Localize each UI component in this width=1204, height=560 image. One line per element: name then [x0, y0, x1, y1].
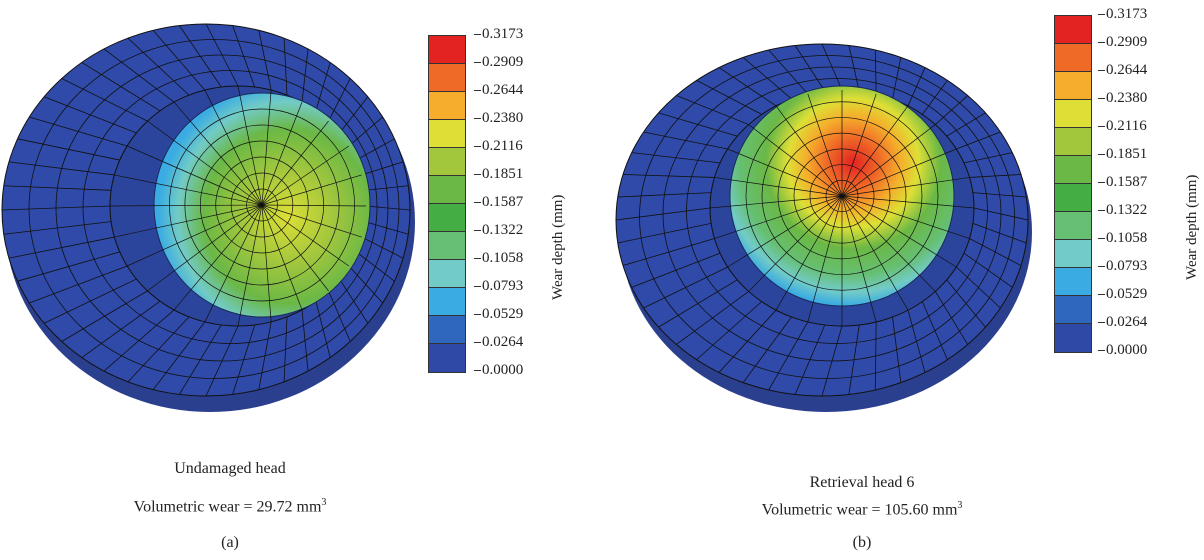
colorbar-segment — [429, 120, 465, 148]
colorbar-segment — [1055, 44, 1091, 72]
panel-a: 0.3173 0.2909 0.2644 0.2380 0.2116 0.1851 0.15… — [0, 23, 566, 551]
colorbar-b — [1054, 15, 1092, 353]
colorbar-segment — [429, 64, 465, 92]
cup-grid — [709, 90, 975, 326]
colorbar-tick-label: 0.1322 — [1097, 202, 1148, 218]
colorbar-segment — [429, 92, 465, 120]
wear-exp-b: 3 — [957, 500, 963, 511]
colorbar-a — [428, 35, 466, 373]
colorbar-label-a: Wear depth (mm) — [550, 194, 566, 300]
colorbar-segment — [1055, 184, 1091, 212]
radial-grid — [615, 43, 1029, 397]
volumetric-wear-b: Volumetric wear = 105.60 mm3 — [632, 500, 1092, 519]
colorbar-tick-label: 0.0793 — [473, 278, 524, 294]
colorbar-tick-label: 0.3173 — [1097, 6, 1148, 22]
colorbar-tick-label: 0.0000 — [1097, 342, 1148, 358]
colorbar-tick-label: 0.0000 — [473, 362, 524, 378]
wear-value-b: Volumetric wear = 105.60 — [761, 501, 929, 519]
colorbar-tick-label: 0.1587 — [473, 194, 524, 210]
colorbar-tick-label: 0.0264 — [1097, 314, 1148, 330]
colorbar-segment — [1055, 268, 1091, 296]
colorbar-tick-label: 0.2909 — [1097, 34, 1148, 50]
colorbar-segment — [1055, 156, 1091, 184]
colorbar-tick-label: 0.0264 — [473, 334, 524, 350]
colorbar-segment — [429, 232, 465, 260]
colorbar-segment — [1055, 324, 1091, 352]
colorbar-tick-label: 0.2644 — [473, 82, 524, 98]
panel-tag-b: (b) — [852, 534, 872, 551]
colorbar-tick-label: 0.0793 — [1097, 258, 1148, 274]
wear-value-a: Volumetric wear = 29.72 — [133, 498, 293, 516]
colorbar-tick-label: 0.2909 — [473, 54, 524, 70]
panel-title-b: Retrieval head 6 — [809, 474, 915, 491]
radial-grid — [1, 23, 411, 397]
wear-mesh-retrieval — [615, 43, 1032, 412]
colorbar-segment — [429, 204, 465, 232]
colorbar-tick-label: 0.0529 — [1097, 286, 1148, 302]
colorbar-tick-label: 0.2380 — [1097, 90, 1148, 106]
colorbar-segment — [429, 288, 465, 316]
colorbar-segment — [1055, 128, 1091, 156]
colorbar-segment — [1055, 296, 1091, 324]
wear-mesh-undamaged — [1, 23, 415, 412]
colorbar-tick-label: 0.2644 — [1097, 62, 1148, 78]
colorbar-tick-label: 0.1058 — [473, 250, 524, 266]
wear-unit-a: mm — [296, 498, 322, 516]
colorbar-segment — [429, 176, 465, 204]
colorbar-tick-label: 0.1587 — [1097, 174, 1148, 190]
colorbar-segment — [1055, 100, 1091, 128]
colorbar-segment — [429, 148, 465, 176]
wear-exp-a: 3 — [321, 497, 327, 508]
colorbar-segment — [1055, 72, 1091, 100]
volumetric-wear-a: Volumetric wear = 29.72 mm3 — [0, 497, 460, 516]
wear-unit-b: mm — [932, 501, 958, 519]
colorbar-tick-label: 0.1058 — [1097, 230, 1148, 246]
colorbar-tick-label: 0.2116 — [474, 138, 523, 154]
colorbar-segment — [429, 316, 465, 344]
colorbar-tick-label: 0.1322 — [473, 222, 524, 238]
colorbar-label-b: Wear depth (mm) — [1184, 174, 1200, 280]
panel-tag-a: (a) — [221, 534, 239, 551]
colorbar-tick-label: 0.1851 — [473, 166, 524, 182]
colorbar-segment — [429, 344, 465, 372]
colorbar-segment — [1055, 212, 1091, 240]
colorbar-segment — [1055, 240, 1091, 268]
panel-b: 0.3173 0.2909 0.2644 0.2380 0.2116 0.1851 0.15… — [602, 0, 1204, 560]
panel-title-a: Undamaged head — [174, 460, 286, 477]
colorbar-segment — [429, 36, 465, 64]
colorbar-segment — [429, 260, 465, 288]
colorbar-tick-label: 0.0529 — [473, 306, 524, 322]
colorbar-tick-label: 0.1851 — [1097, 146, 1148, 162]
colorbar-tick-label: 0.3173 — [473, 26, 524, 42]
colorbar-segment — [1055, 16, 1091, 44]
colorbar-tick-label: 0.2116 — [1098, 118, 1147, 134]
colorbar-tick-label: 0.2380 — [473, 110, 524, 126]
cup-grid — [109, 85, 367, 327]
